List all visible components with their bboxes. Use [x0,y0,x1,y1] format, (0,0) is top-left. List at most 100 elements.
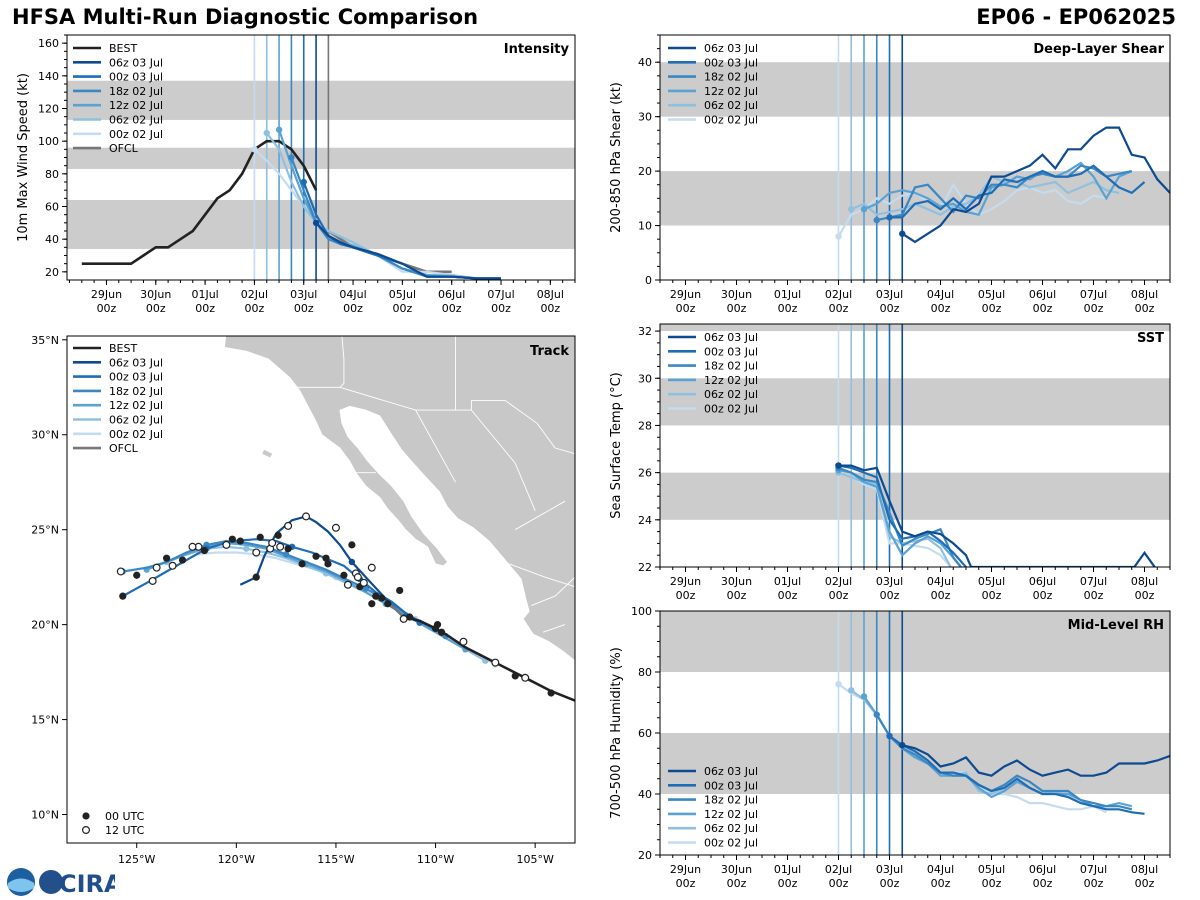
rh-xtick-hour-label: 00z [1084,877,1104,890]
shear-ytick-label: 0 [645,274,652,287]
figure-title: HFSA Multi-Run Diagnostic Comparison [12,5,479,29]
rh-legend-label: 18z 02 Jul [704,794,758,807]
shear-xtick-day-label: 05Jul [978,288,1005,301]
intensity-panel: 2040608010012014016029Jun00z30Jun00z01Ju… [16,34,576,315]
shear-xtick-day-label: 02Jul [825,288,852,301]
svg-text:CIRA: CIRA [59,870,115,898]
shear-xtick-day-label: 08Jul [1131,288,1158,301]
rh-ytick-label: 100 [631,605,652,618]
intensity-legend-label: OFCL [109,142,139,155]
track-marker-00utc [163,554,171,562]
track-marker-00utc [396,586,404,595]
intensity-ylabel: 10m Max Wind Speed (kt) [16,73,31,242]
track-ytick-label: 10°N [31,809,59,822]
intensity-series-start-point-0 [312,219,320,227]
track-marker-12utc [491,658,500,667]
shear-xtick-hour-label: 00z [1084,302,1104,315]
sst-xtick-day-label: 08Jul [1131,575,1158,588]
shear-xtick-hour-label: 00z [727,302,747,315]
intensity-xtick-hour-label: 00z [97,302,117,315]
intensity-legend-label: 06z 03 Jul [109,56,163,69]
track-legend-bg [68,337,178,455]
intensity-legend-label: BEST [109,42,137,55]
sst-xtick-day-label: 01Jul [774,575,801,588]
shear-xtick-day-label: 07Jul [1080,288,1107,301]
sst-xtick-hour-label: 00z [1033,589,1053,602]
intensity-xtick-hour-label: 00z [195,302,215,315]
sst-series-line-2 [838,466,962,567]
track-marker-00utc [312,552,320,560]
intensity-legend-label: 00z 03 Jul [109,71,163,84]
intensity-legend-label: 12z 02 Jul [109,99,163,112]
sst-xtick-hour-label: 00z [829,589,849,602]
sst-panel: 22242628303229Jun00z30Jun00z01Jul00z02Ju… [609,323,1171,602]
intensity-xtick-day-label: 01Jul [191,288,218,301]
rh-xtick-day-label: 02Jul [825,863,852,876]
track-marker-00utc [236,537,244,545]
rh-xtick-day-label: 05Jul [978,863,1005,876]
track-xtick-label: 115°W [317,853,354,866]
track-marker-00utc [324,560,332,568]
noaa-cira-logo: CIRA [7,868,115,898]
sst-band-0 [660,472,1170,520]
track-border-line-8 [509,563,575,588]
rh-ytick-label: 60 [638,727,652,740]
track-marker-00utc [372,592,380,600]
shear-series-start-point-4 [848,206,855,213]
shear-legend-label: 06z 02 Jul [704,99,758,112]
sst-band-2 [660,324,1170,332]
shear-ylabel: 200-850 hPa Shear (kt) [609,82,624,233]
sst-xtick-hour-label: 00z [1135,589,1155,602]
sst-ytick-label: 30 [638,372,652,385]
rh-ytick-label: 80 [638,666,652,679]
sst-legend-label: 18z 02 Jul [704,360,758,373]
track-marker-00utc [368,600,376,608]
shear-xtick-day-label: 30Jun [721,288,752,301]
shear-ytick-label: 30 [638,111,652,124]
track-marker-00utc [228,535,236,543]
sst-series-line-1 [838,464,967,567]
track-border-line-5 [415,409,456,483]
track-border-line-0 [294,386,575,455]
track-border-line-9 [531,576,575,607]
track-panel: 125°W 120°W 115°W 110°W 105°W 10°N 15°N 20°N 25°… [31,334,576,866]
intensity-series-start-point-3 [275,126,283,133]
shear-legend-label: 00z 02 Jul [704,114,758,127]
rh-ytick-label: 40 [638,788,652,801]
rh-xtick-hour-label: 00z [1135,877,1155,890]
intensity-xtick-day-label: 02Jul [241,288,268,301]
sst-xtick-day-label: 30Jun [721,575,752,588]
rh-series-line-1 [888,735,1145,815]
rh-series-line-2 [875,714,1133,811]
track-legend-label: OFCL [109,442,139,455]
track-marker-12utc [268,538,277,547]
rh-series-start-point-4 [848,687,855,694]
sst-xtick-day-label: 06Jul [1029,575,1056,588]
sst-title: SST [1137,331,1164,346]
rh-xtick-day-label: 03Jul [876,863,903,876]
rh-legend-label: 06z 03 Jul [704,765,758,778]
rh-series-start-point-5 [835,681,842,688]
track-ytick-label: 30°N [31,429,59,442]
track-marker-legend-12-label: 12 UTC [105,824,145,837]
sst-xtick-day-label: 04Jul [927,575,954,588]
track-land-mainland [223,336,575,662]
sst-xtick-hour-label: 00z [880,589,900,602]
shear-xtick-hour-label: 00z [778,302,798,315]
intensity-series-start-point-1 [300,178,307,186]
shear-series-start-point-3 [860,206,868,213]
intensity-title: Intensity [504,42,570,57]
sst-xtick-day-label: 07Jul [1080,575,1107,588]
track-border-line-1 [341,336,345,384]
intensity-legend-label: 00z 02 Jul [109,128,163,141]
intensity-xtick-day-label: 29Jun [91,288,122,301]
rh-xtick-day-label: 07Jul [1080,863,1107,876]
shear-series-line-4 [850,175,1120,216]
track-marker-00utc [547,689,555,697]
storm-id-title: EP06 - EP062025 [976,5,1176,29]
intensity-xtick-hour-label: 00z [540,302,560,315]
intensity-ytick-label: 20 [45,266,59,279]
